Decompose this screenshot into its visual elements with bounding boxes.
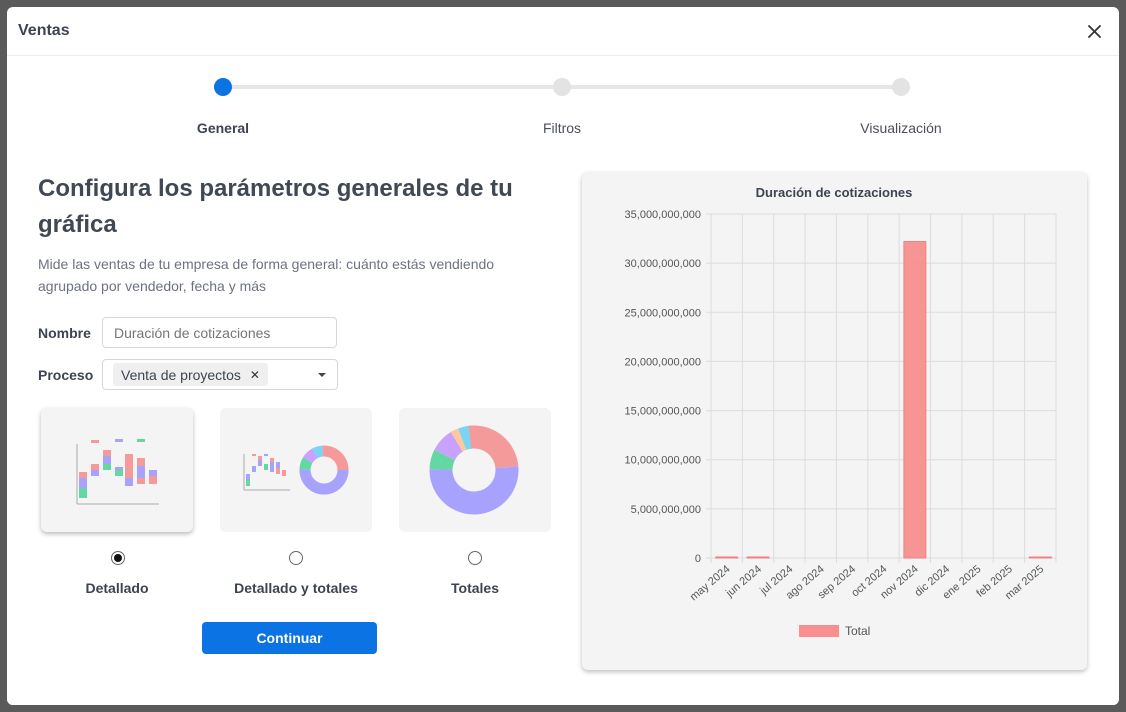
y-tick-label: 25,000,000,000: [625, 307, 701, 319]
bar-may-2024[interactable]: [715, 556, 739, 559]
name-label: Nombre: [38, 324, 91, 341]
chip-remove-icon[interactable]: ✕: [249, 367, 260, 382]
step-label-general[interactable]: General: [196, 120, 250, 136]
process-chip: Venta de proyectos ✕: [113, 363, 268, 386]
option-label-totales: Totales: [451, 580, 499, 596]
x-tick-label: may 2024: [688, 563, 733, 603]
modal-header: Ventas: [7, 7, 1119, 55]
y-tick-label: 5,000,000,000: [631, 504, 701, 516]
bar-nov-2024[interactable]: [903, 241, 927, 559]
option-card-totales[interactable]: [399, 408, 551, 532]
totals-chart-icon: [429, 425, 519, 515]
option-card-detallado-totales[interactable]: [220, 408, 372, 532]
process-chip-label: Venta de proyectos: [121, 366, 241, 383]
option-card-detallado[interactable]: [41, 408, 193, 532]
modal-title: Ventas: [18, 22, 70, 39]
close-button[interactable]: [1083, 20, 1105, 42]
stepper-track-1: [223, 85, 563, 89]
name-input[interactable]: [102, 317, 337, 348]
radio-detallado-totales[interactable]: [289, 551, 303, 565]
chart-bars: [715, 241, 1052, 559]
process-label: Proceso: [38, 366, 94, 383]
detailed-chart-icon: [76, 439, 159, 505]
bar-jun-2024[interactable]: [746, 556, 770, 559]
detailed-totals-chart-icon: [243, 445, 349, 495]
page-description: Mide las ventas de tu empresa de forma g…: [38, 256, 495, 294]
chart-title: Duración de cotizaciones: [756, 185, 913, 200]
step-dot-general[interactable]: [214, 78, 232, 96]
y-tick-label: 35,000,000,000: [625, 209, 701, 221]
option-label-detallado: Detallado: [85, 580, 149, 596]
name-row: Nombre: [38, 317, 337, 348]
y-tick-label: 0: [695, 553, 701, 565]
y-tick-label: 10,000,000,000: [625, 455, 701, 467]
continue-button[interactable]: Continuar: [202, 622, 377, 654]
chart-grid: [706, 213, 1057, 563]
option-label-detallado-totales: Detallado y totales: [234, 580, 358, 596]
process-select[interactable]: Venta de proyectos ✕: [102, 359, 338, 390]
ventas-modal: Ventas General Filtros Visualización Con…: [7, 7, 1119, 705]
chart-preview-card: Duración de cotizaciones 0 5,000,000,000 1…: [582, 172, 1087, 670]
step-label-visualizacion[interactable]: Visualización: [860, 120, 942, 136]
chart-legend: Total: [799, 624, 870, 638]
y-tick-label: 30,000,000,000: [625, 258, 701, 270]
radio-totales[interactable]: [468, 551, 482, 565]
modal-body: General Filtros Visualización Configura …: [7, 55, 1119, 705]
step-dot-filtros[interactable]: [553, 78, 571, 96]
y-tick-label: 15,000,000,000: [625, 406, 701, 418]
step-dot-visualizacion[interactable]: [892, 78, 910, 96]
legend-swatch-total[interactable]: [799, 625, 839, 637]
bar-chart: Duración de cotizaciones 0 5,000,000,000 1…: [625, 185, 1057, 638]
legend-label-total[interactable]: Total: [845, 624, 870, 638]
stepper: General Filtros Visualización: [7, 56, 1119, 146]
y-tick-label: 20,000,000,000: [625, 356, 701, 368]
step-label-filtros[interactable]: Filtros: [542, 120, 582, 136]
radio-detallado[interactable]: [111, 551, 125, 565]
stepper-track-2: [563, 85, 902, 89]
page-title: Configura los parámetros generales de tu…: [38, 175, 513, 238]
chevron-down-icon[interactable]: [318, 373, 326, 377]
process-row: Proceso Venta de proyectos ✕: [38, 359, 338, 390]
y-axis: 0 5,000,000,000 10,000,000,000 15,000,000,0…: [625, 209, 701, 565]
bar-mar-2025[interactable]: [1028, 556, 1052, 559]
close-icon[interactable]: [1087, 24, 1101, 38]
